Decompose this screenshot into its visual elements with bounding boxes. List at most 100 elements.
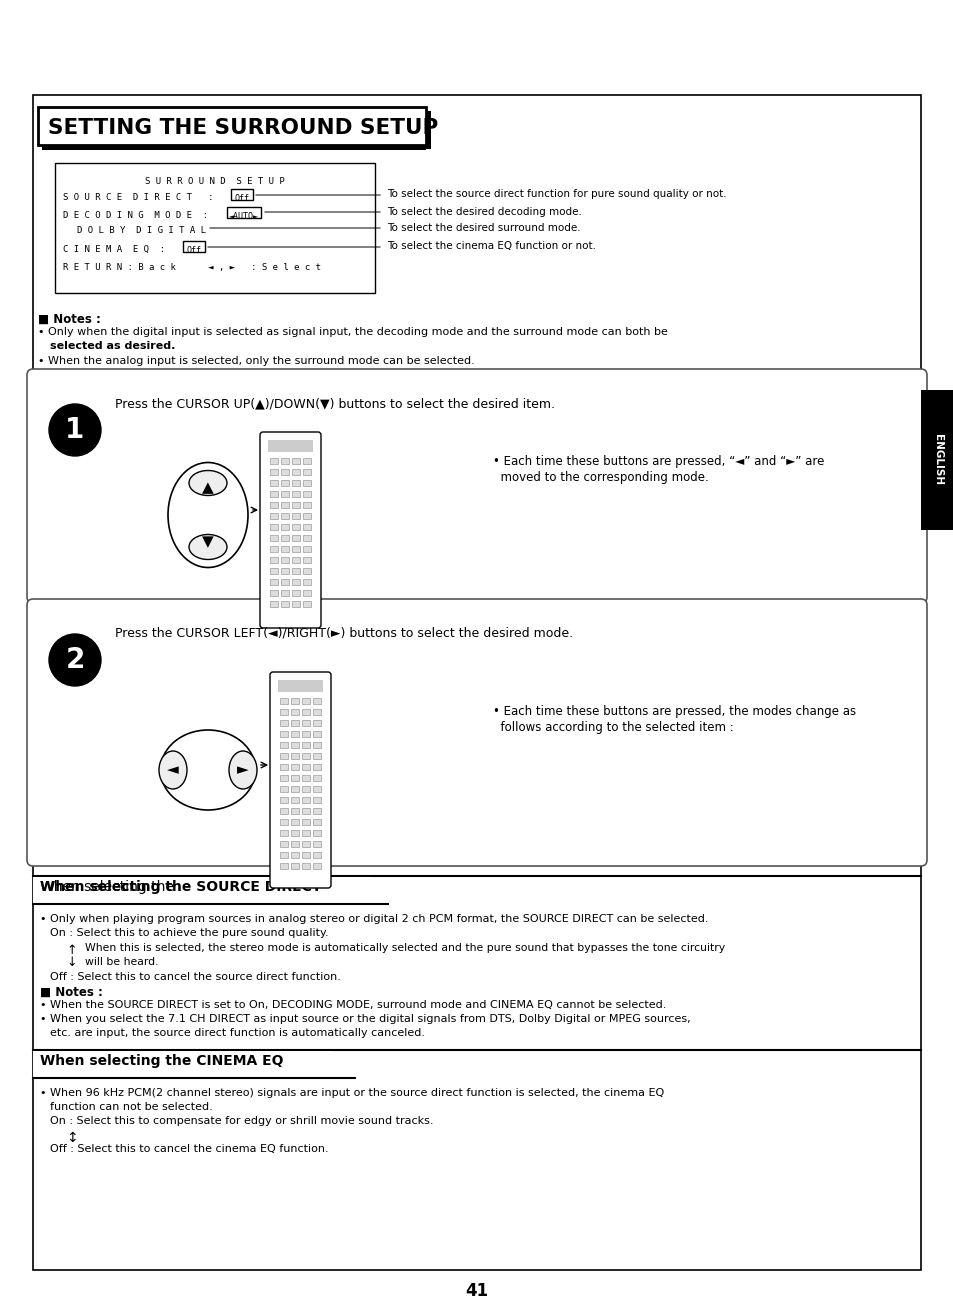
Text: When selecting the CINEMA EQ: When selecting the CINEMA EQ (40, 1053, 283, 1068)
Bar (292, 491, 299, 497)
Text: 41: 41 (465, 1282, 488, 1300)
Bar (302, 852, 310, 857)
Bar (302, 840, 310, 847)
Bar (920, 389, 953, 531)
Text: ↕: ↕ (66, 1131, 78, 1145)
Bar (292, 469, 299, 474)
Bar (280, 698, 288, 704)
Bar (313, 863, 320, 869)
Bar (302, 753, 310, 759)
Bar (227, 207, 261, 218)
Bar (313, 840, 320, 847)
Bar (280, 808, 288, 814)
Bar (291, 765, 298, 770)
Bar (291, 852, 298, 857)
Bar (313, 775, 320, 782)
Bar (302, 786, 310, 792)
Bar (280, 708, 288, 715)
Bar (183, 240, 205, 252)
Bar (291, 731, 298, 737)
Bar (303, 514, 311, 519)
Bar (270, 502, 277, 508)
Text: R E T U R N : B a c k      ◄ , ►   : S e l e c t: R E T U R N : B a c k ◄ , ► : S e l e c … (63, 263, 320, 272)
Bar (313, 720, 320, 725)
Ellipse shape (189, 535, 227, 559)
Bar (33, 95, 920, 1270)
Bar (280, 863, 288, 869)
Bar (302, 830, 310, 836)
Text: To select the desired decoding mode.: To select the desired decoding mode. (387, 207, 581, 217)
Text: moved to the corresponding mode.: moved to the corresponding mode. (493, 471, 708, 484)
Bar (280, 720, 288, 725)
Bar (231, 190, 253, 200)
Bar (313, 753, 320, 759)
Text: When selecting the: When selecting the (40, 880, 178, 894)
FancyBboxPatch shape (27, 369, 926, 603)
Text: function can not be selected.: function can not be selected. (50, 1102, 213, 1112)
Bar (280, 797, 288, 802)
Bar (281, 502, 289, 508)
Bar (281, 579, 289, 586)
Bar (38, 107, 426, 145)
Bar (313, 731, 320, 737)
Text: ↑: ↑ (67, 944, 77, 957)
Text: etc. are input, the source direct function is automatically canceled.: etc. are input, the source direct functi… (50, 1029, 424, 1038)
Bar (292, 569, 299, 574)
Ellipse shape (229, 752, 256, 789)
Bar (280, 753, 288, 759)
Bar (270, 491, 277, 497)
Bar (280, 742, 288, 748)
Text: ▼: ▼ (202, 535, 213, 549)
Bar (270, 514, 277, 519)
Bar (303, 524, 311, 531)
Bar (281, 546, 289, 552)
Bar (270, 469, 277, 474)
Text: ▲: ▲ (202, 481, 213, 495)
Bar (281, 557, 289, 563)
Bar (280, 731, 288, 737)
FancyBboxPatch shape (260, 433, 320, 627)
Bar (292, 457, 299, 464)
Bar (280, 840, 288, 847)
Bar (281, 535, 289, 541)
Bar (302, 720, 310, 725)
Bar (292, 480, 299, 486)
Bar (33, 1051, 333, 1077)
Bar (313, 765, 320, 770)
Text: • When 96 kHz PCM(2 channel stereo) signals are input or the source direct funct: • When 96 kHz PCM(2 channel stereo) sign… (40, 1087, 663, 1098)
Bar (303, 502, 311, 508)
Bar (292, 502, 299, 508)
Text: To select the cinema EQ function or not.: To select the cinema EQ function or not. (387, 240, 596, 251)
Bar (291, 840, 298, 847)
Bar (303, 569, 311, 574)
Text: ■ Notes :: ■ Notes : (38, 312, 101, 325)
Bar (302, 698, 310, 704)
Text: Off: Off (234, 193, 250, 203)
Text: follows according to the selected item :: follows according to the selected item : (493, 721, 733, 735)
Bar (313, 698, 320, 704)
Bar (292, 579, 299, 586)
Text: Press the CURSOR UP(▲)/DOWN(▼) buttons to select the desired item.: Press the CURSOR UP(▲)/DOWN(▼) buttons t… (115, 397, 555, 410)
Bar (292, 535, 299, 541)
Bar (281, 569, 289, 574)
Bar (313, 830, 320, 836)
Bar (280, 786, 288, 792)
Bar (313, 819, 320, 825)
Bar (280, 775, 288, 782)
Ellipse shape (189, 471, 227, 495)
Bar (291, 786, 298, 792)
Text: On : Select this to compensate for edgy or shrill movie sound tracks.: On : Select this to compensate for edgy … (50, 1116, 433, 1127)
Bar (313, 797, 320, 802)
Bar (292, 601, 299, 606)
Bar (302, 765, 310, 770)
Bar (270, 546, 277, 552)
Text: To select the source direct function for pure sound quality or not.: To select the source direct function for… (387, 190, 726, 199)
Bar (302, 731, 310, 737)
Bar (270, 524, 277, 531)
Text: Off : Select this to cancel the cinema EQ function.: Off : Select this to cancel the cinema E… (50, 1144, 328, 1154)
Bar (281, 589, 289, 596)
Text: C I N E M A  E Q  :: C I N E M A E Q : (63, 244, 165, 254)
Bar (303, 557, 311, 563)
Text: 1: 1 (66, 416, 85, 444)
Bar (313, 808, 320, 814)
